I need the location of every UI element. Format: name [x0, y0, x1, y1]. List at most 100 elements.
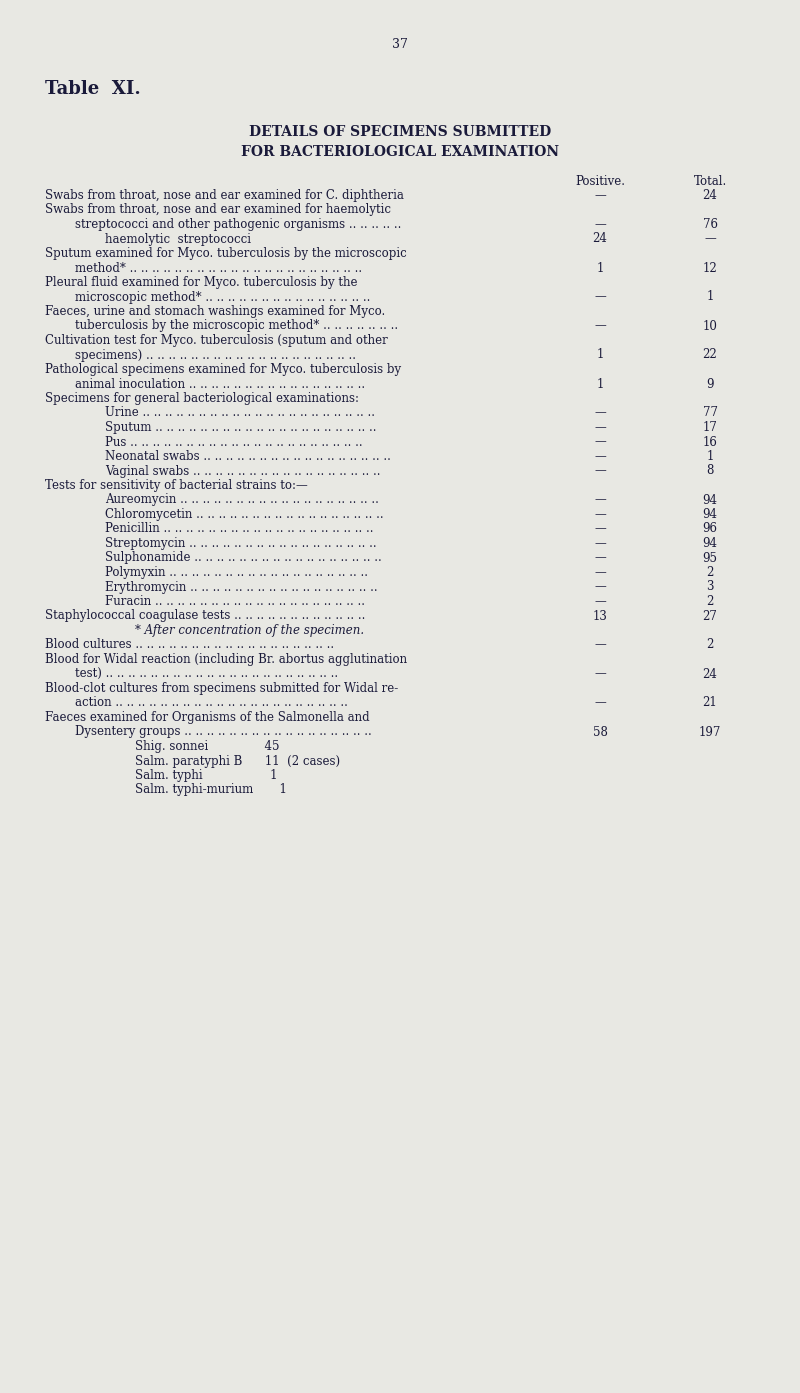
Text: FOR BACTERIOLOGICAL EXAMINATION: FOR BACTERIOLOGICAL EXAMINATION: [241, 145, 559, 159]
Text: 2: 2: [706, 566, 714, 579]
Text: haemolytic  streptococci: haemolytic streptococci: [105, 233, 251, 245]
Text: Sputum examined for Myco. tuberculosis by the microscopic: Sputum examined for Myco. tuberculosis b…: [45, 247, 406, 260]
Text: —: —: [594, 421, 606, 435]
Text: 3: 3: [706, 581, 714, 593]
Text: Faeces examined for Organisms of the Salmonella and: Faeces examined for Organisms of the Sal…: [45, 710, 370, 724]
Text: Penicillin .. .. .. .. .. .. .. .. .. .. .. .. .. .. .. .. .. .. ..: Penicillin .. .. .. .. .. .. .. .. .. ..…: [105, 522, 374, 535]
Text: action .. .. .. .. .. .. .. .. .. .. .. .. .. .. .. .. .. .. .. .. ..: action .. .. .. .. .. .. .. .. .. .. .. …: [75, 696, 348, 709]
Text: DETAILS OF SPECIMENS SUBMITTED: DETAILS OF SPECIMENS SUBMITTED: [249, 125, 551, 139]
Text: Staphylococcal coagulase tests .. .. .. .. .. .. .. .. .. .. .. ..: Staphylococcal coagulase tests .. .. .. …: [45, 610, 366, 623]
Text: —: —: [594, 319, 606, 333]
Text: Furacin .. .. .. .. .. .. .. .. .. .. .. .. .. .. .. .. .. .. ..: Furacin .. .. .. .. .. .. .. .. .. .. ..…: [105, 595, 365, 607]
Text: —: —: [594, 189, 606, 202]
Text: Neonatal swabs .. .. .. .. .. .. .. .. .. .. .. .. .. .. .. .. ..: Neonatal swabs .. .. .. .. .. .. .. .. .…: [105, 450, 391, 462]
Text: 94: 94: [702, 508, 718, 521]
Text: Erythromycin .. .. .. .. .. .. .. .. .. .. .. .. .. .. .. .. ..: Erythromycin .. .. .. .. .. .. .. .. .. …: [105, 581, 378, 593]
Text: —: —: [594, 493, 606, 507]
Text: 1: 1: [706, 291, 714, 304]
Text: Positive.: Positive.: [575, 176, 625, 188]
Text: 37: 37: [392, 38, 408, 52]
Text: —: —: [594, 217, 606, 231]
Text: —: —: [594, 522, 606, 535]
Text: 17: 17: [702, 421, 718, 435]
Text: 12: 12: [702, 262, 718, 274]
Text: 9: 9: [706, 378, 714, 390]
Text: 1: 1: [596, 378, 604, 390]
Text: 21: 21: [702, 696, 718, 709]
Text: 16: 16: [702, 436, 718, 449]
Text: 10: 10: [702, 319, 718, 333]
Text: 1: 1: [596, 348, 604, 362]
Text: Sulphonamide .. .. .. .. .. .. .. .. .. .. .. .. .. .. .. .. ..: Sulphonamide .. .. .. .. .. .. .. .. .. …: [105, 552, 382, 564]
Text: 24: 24: [593, 233, 607, 245]
Text: Streptomycin .. .. .. .. .. .. .. .. .. .. .. .. .. .. .. .. ..: Streptomycin .. .. .. .. .. .. .. .. .. …: [105, 536, 377, 550]
Text: Specimens for general bacteriological examinations:: Specimens for general bacteriological ex…: [45, 391, 359, 405]
Text: Aureomycin .. .. .. .. .. .. .. .. .. .. .. .. .. .. .. .. .. ..: Aureomycin .. .. .. .. .. .. .. .. .. ..…: [105, 493, 379, 507]
Text: —: —: [704, 233, 716, 245]
Text: 8: 8: [706, 464, 714, 478]
Text: Salm. paratyphi B      11  (2 cases): Salm. paratyphi B 11 (2 cases): [135, 755, 340, 768]
Text: Urine .. .. .. .. .. .. .. .. .. .. .. .. .. .. .. .. .. .. .. .. ..: Urine .. .. .. .. .. .. .. .. .. .. .. .…: [105, 407, 375, 419]
Text: 76: 76: [702, 217, 718, 231]
Text: —: —: [594, 667, 606, 681]
Text: 197: 197: [699, 726, 721, 738]
Text: 27: 27: [702, 610, 718, 623]
Text: Cultivation test for Myco. tuberculosis (sputum and other: Cultivation test for Myco. tuberculosis …: [45, 334, 388, 347]
Text: —: —: [594, 464, 606, 478]
Text: 22: 22: [702, 348, 718, 362]
Text: —: —: [594, 696, 606, 709]
Text: test) .. .. .. .. .. .. .. .. .. .. .. .. .. .. .. .. .. .. .. .. ..: test) .. .. .. .. .. .. .. .. .. .. .. .…: [75, 667, 338, 681]
Text: Blood cultures .. .. .. .. .. .. .. .. .. .. .. .. .. .. .. .. .. ..: Blood cultures .. .. .. .. .. .. .. .. .…: [45, 638, 334, 652]
Text: 2: 2: [706, 638, 714, 652]
Text: Dysentery groups .. .. .. .. .. .. .. .. .. .. .. .. .. .. .. .. ..: Dysentery groups .. .. .. .. .. .. .. ..…: [75, 726, 372, 738]
Text: 94: 94: [702, 536, 718, 550]
Text: 58: 58: [593, 726, 607, 738]
Text: —: —: [594, 552, 606, 564]
Text: 2: 2: [706, 595, 714, 607]
Text: method* .. .. .. .. .. .. .. .. .. .. .. .. .. .. .. .. .. .. .. .. ..: method* .. .. .. .. .. .. .. .. .. .. ..…: [75, 262, 362, 274]
Text: 24: 24: [702, 667, 718, 681]
Text: —: —: [594, 566, 606, 579]
Text: Pus .. .. .. .. .. .. .. .. .. .. .. .. .. .. .. .. .. .. .. .. ..: Pus .. .. .. .. .. .. .. .. .. .. .. .. …: [105, 436, 362, 449]
Text: animal inoculation .. .. .. .. .. .. .. .. .. .. .. .. .. .. .. ..: animal inoculation .. .. .. .. .. .. .. …: [75, 378, 365, 390]
Text: Table  XI.: Table XI.: [45, 79, 141, 98]
Text: Pathological specimens examined for Myco. tuberculosis by: Pathological specimens examined for Myco…: [45, 364, 401, 376]
Text: 96: 96: [702, 522, 718, 535]
Text: Polymyxin .. .. .. .. .. .. .. .. .. .. .. .. .. .. .. .. .. ..: Polymyxin .. .. .. .. .. .. .. .. .. .. …: [105, 566, 368, 579]
Text: Sputum .. .. .. .. .. .. .. .. .. .. .. .. .. .. .. .. .. .. .. ..: Sputum .. .. .. .. .. .. .. .. .. .. .. …: [105, 421, 377, 435]
Text: —: —: [594, 638, 606, 652]
Text: streptococci and other pathogenic organisms .. .. .. .. ..: streptococci and other pathogenic organi…: [75, 217, 402, 231]
Text: Total.: Total.: [694, 176, 726, 188]
Text: specimens) .. .. .. .. .. .. .. .. .. .. .. .. .. .. .. .. .. .. ..: specimens) .. .. .. .. .. .. .. .. .. ..…: [75, 348, 356, 362]
Text: 95: 95: [702, 552, 718, 564]
Text: Tests for sensitivity of bacterial strains to:—: Tests for sensitivity of bacterial strai…: [45, 479, 308, 492]
Text: Salm. typhi                  1: Salm. typhi 1: [135, 769, 278, 781]
Text: —: —: [594, 436, 606, 449]
Text: 94: 94: [702, 493, 718, 507]
Text: 77: 77: [702, 407, 718, 419]
Text: Blood-clot cultures from specimens submitted for Widal re-: Blood-clot cultures from specimens submi…: [45, 683, 398, 695]
Text: Swabs from throat, nose and ear examined for C. diphtheria: Swabs from throat, nose and ear examined…: [45, 189, 404, 202]
Text: Vaginal swabs .. .. .. .. .. .. .. .. .. .. .. .. .. .. .. .. ..: Vaginal swabs .. .. .. .. .. .. .. .. ..…: [105, 464, 381, 478]
Text: 24: 24: [702, 189, 718, 202]
Text: —: —: [594, 291, 606, 304]
Text: —: —: [594, 595, 606, 607]
Text: —: —: [594, 536, 606, 550]
Text: tuberculosis by the microscopic method* .. .. .. .. .. .. ..: tuberculosis by the microscopic method* …: [75, 319, 398, 333]
Text: microscopic method* .. .. .. .. .. .. .. .. .. .. .. .. .. .. ..: microscopic method* .. .. .. .. .. .. ..…: [75, 291, 370, 304]
Text: 13: 13: [593, 610, 607, 623]
Text: —: —: [594, 581, 606, 593]
Text: —: —: [594, 508, 606, 521]
Text: Swabs from throat, nose and ear examined for haemolytic: Swabs from throat, nose and ear examined…: [45, 203, 391, 216]
Text: Salm. typhi-murium       1: Salm. typhi-murium 1: [135, 783, 287, 797]
Text: Pleural fluid examined for Myco. tuberculosis by the: Pleural fluid examined for Myco. tubercu…: [45, 276, 358, 288]
Text: —: —: [594, 407, 606, 419]
Text: Faeces, urine and stomach washings examined for Myco.: Faeces, urine and stomach washings exami…: [45, 305, 386, 318]
Text: Shig. sonnei               45: Shig. sonnei 45: [135, 740, 279, 754]
Text: Blood for Widal reaction (including Br. abortus agglutination: Blood for Widal reaction (including Br. …: [45, 653, 407, 666]
Text: Chloromycetin .. .. .. .. .. .. .. .. .. .. .. .. .. .. .. .. ..: Chloromycetin .. .. .. .. .. .. .. .. ..…: [105, 508, 384, 521]
Text: 1: 1: [596, 262, 604, 274]
Text: 1: 1: [706, 450, 714, 462]
Text: —: —: [594, 450, 606, 462]
Text: * After concentration of the specimen.: * After concentration of the specimen.: [135, 624, 364, 637]
